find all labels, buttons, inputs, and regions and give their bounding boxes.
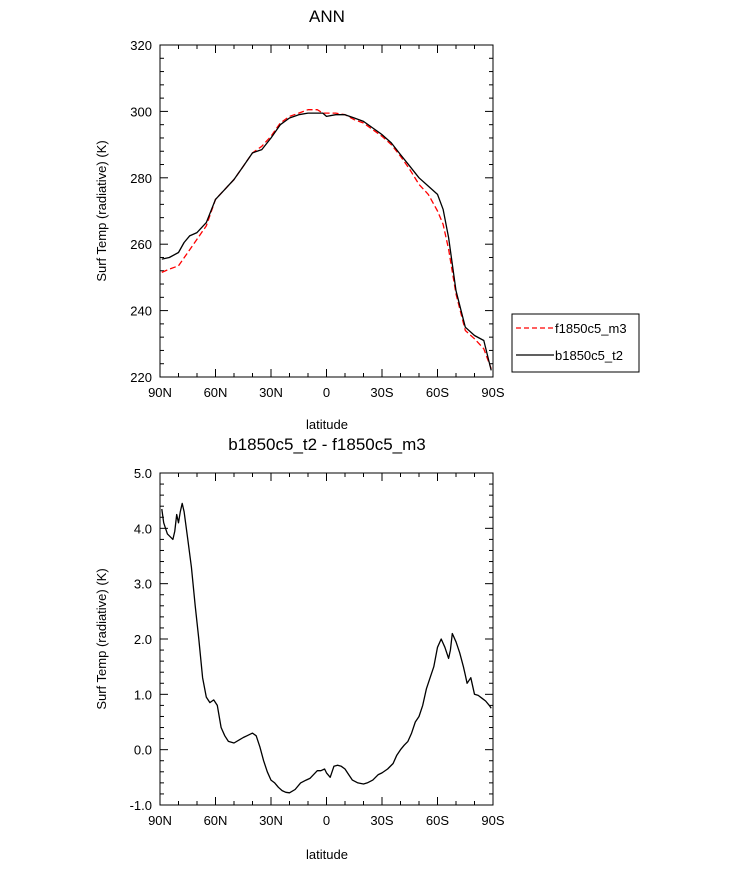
- y-tick-label: 1.0: [134, 687, 152, 702]
- legend-box: [511, 313, 640, 373]
- x-tick-label: 0: [323, 813, 330, 828]
- series-line-b1850c5-t2-f1850c5-m3: [161, 502, 492, 794]
- top-panel: ANN 90N 60N 30N 0 30S 60S 90S 220 240 260 280 300 32…: [94, 7, 505, 432]
- top-chart-title: ANN: [309, 7, 345, 26]
- bottom-x-axis-label: latitude: [306, 847, 348, 862]
- y-tick-label: 300: [130, 104, 152, 119]
- x-tick-label: 30N: [259, 385, 283, 400]
- x-tick-label: 30N: [259, 813, 283, 828]
- x-tick-label: 30S: [370, 813, 393, 828]
- x-tick-label: 90S: [481, 385, 504, 400]
- legend-label-f1850c5-m3: f1850c5_m3: [555, 321, 627, 336]
- y-tick-label: 4.0: [134, 521, 152, 536]
- y-tick-label: 0.0: [134, 743, 152, 758]
- top-x-axis-label: latitude: [306, 417, 348, 432]
- x-tick-label: 0: [323, 385, 330, 400]
- x-tick-label: 60S: [426, 813, 449, 828]
- x-tick-label: 30S: [370, 385, 393, 400]
- x-tick-label: 60N: [204, 813, 228, 828]
- bottom-chart-title: b1850c5_t2 - f1850c5_m3: [228, 435, 426, 454]
- legend-label-b1850c5-t2: b1850c5_t2: [555, 348, 623, 363]
- series-line-b1850c5-t2: [161, 112, 492, 371]
- legend: f1850c5_m3 b1850c5_t2: [511, 313, 640, 373]
- x-tick-label: 60S: [426, 385, 449, 400]
- x-tick-label: 90N: [148, 385, 172, 400]
- y-tick-label: 5.0: [134, 466, 152, 481]
- x-tick-label: 90N: [148, 813, 172, 828]
- y-tick-label: -1.0: [130, 798, 152, 813]
- bottom-panel: b1850c5_t2 - f1850c5_m3 90N 60N 30N 0 30S 60S…: [94, 435, 505, 862]
- top-y-axis-label: Surf Temp (radiative) (K): [94, 140, 109, 281]
- y-tick-label: 320: [130, 38, 152, 53]
- y-tick-label: 2.0: [134, 632, 152, 647]
- y-tick-label: 240: [130, 304, 152, 319]
- y-tick-label: 260: [130, 237, 152, 252]
- bottom-plot-frame: [159, 472, 494, 806]
- series-line-f1850c5-m3: [161, 109, 492, 369]
- x-tick-label: 90S: [481, 813, 504, 828]
- bottom-y-axis-label: Surf Temp (radiative) (K): [94, 568, 109, 709]
- y-tick-label: 220: [130, 370, 152, 385]
- x-tick-label: 60N: [204, 385, 228, 400]
- y-tick-label: 3.0: [134, 577, 152, 592]
- y-tick-label: 280: [130, 171, 152, 186]
